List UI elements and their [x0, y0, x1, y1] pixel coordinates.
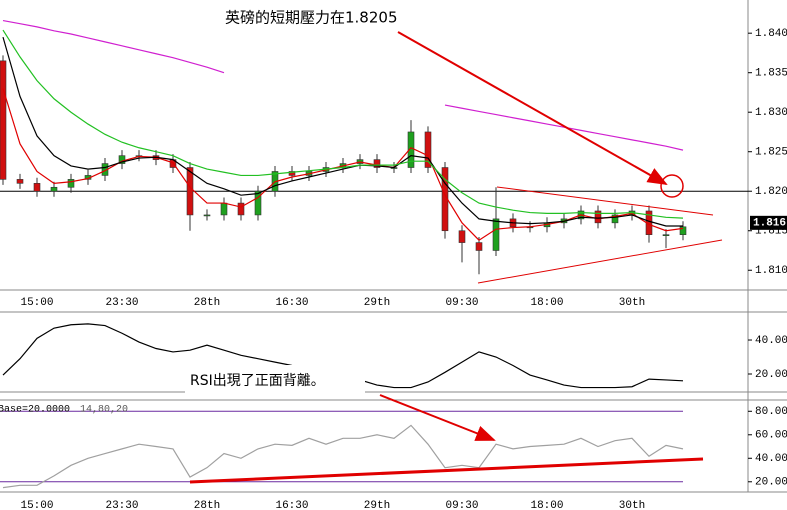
- x-tick-label: 18:00: [530, 297, 563, 309]
- y-tick-label: 80.00: [755, 406, 787, 418]
- arrow: [397, 31, 668, 185]
- circle: [660, 174, 684, 198]
- x-tick-label: 29th: [364, 297, 390, 309]
- x-tick-label: 30th: [619, 500, 645, 510]
- candle-body: [254, 190, 262, 216]
- trend-line: [477, 239, 723, 284]
- y-tick-label: 1.830: [755, 107, 787, 119]
- x-tick-label: 15:00: [20, 500, 53, 510]
- rsi-params: 14,80,20: [80, 405, 128, 416]
- divergence-line: [189, 457, 704, 484]
- candle-body: [118, 155, 126, 164]
- x-tick-label: 30th: [619, 297, 645, 309]
- y-tick-label: 20.00: [755, 477, 787, 489]
- x-tick-label: 28th: [194, 500, 220, 510]
- candle-body: [50, 186, 58, 192]
- frame: [0, 0, 787, 493]
- y-tick-label: 1.825: [755, 147, 787, 159]
- y-tick-label: 1.810: [755, 265, 787, 277]
- candle-body: [186, 167, 194, 216]
- candle-body: [67, 179, 75, 188]
- annotation: 英磅的短期壓力在1.8205: [225, 9, 398, 27]
- x-tick-label: 16:30: [275, 500, 308, 510]
- y-tick-label: 60.00: [755, 430, 787, 442]
- series-line: [2, 29, 684, 219]
- y-tick-label: 1.820: [755, 186, 787, 198]
- candle-body: [237, 202, 245, 216]
- x-tick-label: 09:30: [445, 297, 478, 309]
- note-box: [185, 365, 365, 398]
- y-tick-label: 40.00: [755, 335, 787, 347]
- rsi-header: Base=20.0000: [0, 405, 70, 416]
- y-tick-label: 1.840: [755, 28, 787, 40]
- candle-body: [594, 210, 602, 224]
- x-tick-label: 23:30: [105, 500, 138, 510]
- x-tick-label: 28th: [194, 297, 220, 309]
- y-tick-label: 1.835: [755, 68, 787, 80]
- x-tick-label: 16:30: [275, 297, 308, 309]
- candle-body: [33, 183, 41, 192]
- x-tick-label: 09:30: [445, 500, 478, 510]
- y-tick-label: 20.00: [755, 369, 787, 381]
- series-line: [2, 19, 684, 151]
- candle-body: [458, 230, 466, 243]
- candle-body: [288, 171, 296, 176]
- trend-line: [496, 186, 714, 216]
- candle-body: [611, 214, 619, 224]
- plot-layer: 1.8401.8351.8301.8251.8201.8151.81015:00…: [0, 19, 787, 510]
- candle-body: [220, 202, 228, 216]
- candle-body: [424, 131, 432, 168]
- candle-body: [662, 234, 670, 236]
- y-tick-label: 40.00: [755, 453, 787, 465]
- annotation: RSI出現了正面背離。: [190, 372, 325, 389]
- candle-body: [0, 60, 7, 180]
- candle-body: [475, 242, 483, 251]
- candle-body: [16, 179, 24, 184]
- candle-body: [492, 218, 500, 251]
- candle-body: [373, 159, 381, 168]
- x-tick-label: 23:30: [105, 297, 138, 309]
- annotations: 英磅的短期壓力在1.8205 RSI出現了正面背離。 Base=20.0000 …: [0, 9, 723, 484]
- series-line: [2, 424, 684, 489]
- last-price-box: [750, 215, 787, 230]
- last-price-label: 1.816: [753, 218, 786, 230]
- candle-body: [203, 214, 211, 217]
- arrow: [379, 394, 496, 441]
- x-tick-label: 29th: [364, 500, 390, 510]
- x-tick-label: 18:00: [530, 500, 563, 510]
- series-line: [2, 36, 683, 227]
- x-tick-label: 15:00: [20, 297, 53, 309]
- candle-body: [679, 226, 687, 235]
